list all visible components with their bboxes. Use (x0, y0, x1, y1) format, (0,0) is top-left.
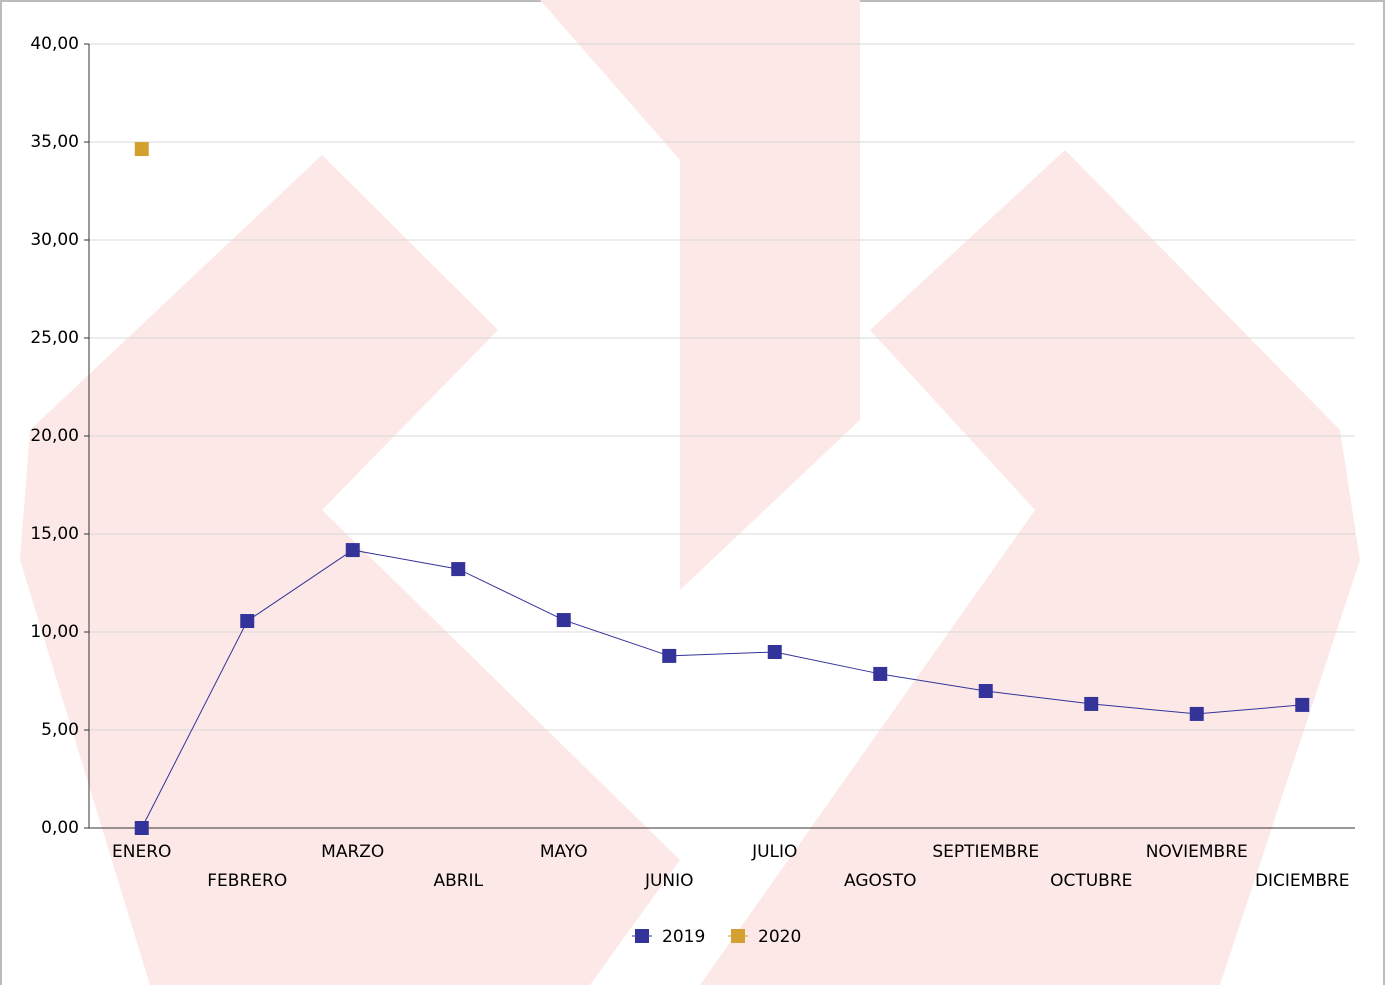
point-marker (451, 562, 466, 577)
series-line (141, 549, 1303, 829)
x-tick-label: MAYO (540, 842, 588, 862)
point-marker (1295, 697, 1310, 712)
point-marker (556, 613, 571, 628)
x-tick-label: MARZO (321, 842, 384, 862)
x-tick-label: AGOSTO (844, 871, 916, 891)
legend-label: 2019 (662, 927, 705, 947)
y-tick-label: 40,00 (30, 34, 79, 54)
y-tick-label: 25,00 (30, 328, 79, 348)
point-marker (978, 683, 993, 698)
x-tick-label: DICIEMBRE (1255, 871, 1350, 891)
x-tick-label: SEPTIEMBRE (932, 842, 1039, 862)
point-marker (240, 614, 255, 629)
x-tick-label: JULIO (751, 842, 797, 862)
y-tick-label: 5,00 (41, 720, 79, 740)
legend-marker (731, 929, 745, 943)
point-marker (767, 644, 782, 659)
point-marker (134, 821, 149, 835)
y-tick-label: 0,00 (41, 818, 79, 838)
watermark (20, 0, 1360, 985)
x-tick-label: JUNIO (644, 871, 694, 891)
x-tick-label: NOVIEMBRE (1146, 842, 1248, 862)
point-marker (1189, 706, 1204, 721)
y-tick-label: 15,00 (30, 524, 79, 544)
y-tick-label: 35,00 (30, 132, 79, 152)
x-tick-label: FEBRERO (207, 871, 287, 891)
y-tick-label: 20,00 (30, 426, 79, 446)
point-marker (662, 648, 677, 663)
point-marker (345, 543, 360, 558)
point-marker (134, 142, 149, 157)
x-tick-label: ABRIL (433, 871, 483, 891)
point-marker (1084, 696, 1099, 711)
y-tick-label: 30,00 (30, 230, 79, 250)
point-marker (873, 666, 888, 681)
y-tick-label: 10,00 (30, 622, 79, 642)
legend-label: 2020 (758, 927, 801, 947)
legend-marker (635, 929, 649, 943)
x-tick-label: ENERO (112, 842, 171, 862)
x-tick-label: OCTUBRE (1050, 871, 1132, 891)
